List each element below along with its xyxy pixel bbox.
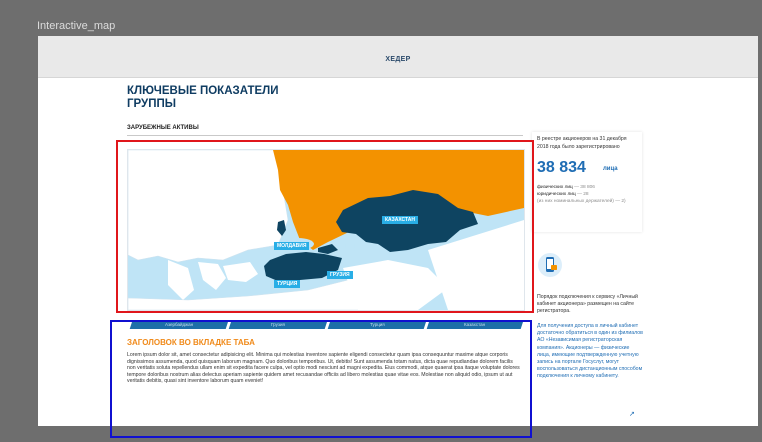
map-highlight-outline [116, 140, 534, 313]
interactive-map[interactable]: КАЗАХСТАН МОЛДАВИЯ ГРУЗИЯ ТУРЦИЯ [127, 149, 525, 311]
registry-text: В реестре акционеров на 31 декабря 2018 … [537, 136, 627, 150]
italy-land [198, 262, 226, 290]
tab-heading: ЗАГОЛОВОК ВО ВКЛАДКЕ ТАБА [127, 338, 255, 347]
individuals-value: — 38 806 [574, 185, 595, 190]
map-label-kazakhstan[interactable]: КАЗАХСТАН [382, 216, 418, 224]
turkey-region[interactable] [264, 252, 342, 282]
shareholders-unit: лица [603, 166, 618, 172]
map-label-turkey[interactable]: ТУРЦИЯ [274, 280, 301, 288]
georgia-region[interactable] [318, 244, 338, 254]
access-link-text[interactable]: Для получения доступа в личный кабинет д… [537, 323, 643, 380]
legal-label: юридических лиц [537, 192, 576, 197]
order-text: Порядок подключения к сервису «Личный ка… [537, 294, 638, 314]
tab-body-text: Lorem ipsum dolor sit, amet consectetur … [127, 352, 520, 384]
map-label-moldova[interactable]: МОЛДАВИЯ [274, 242, 310, 250]
section-divider [127, 135, 523, 136]
iberia-italy [168, 260, 194, 300]
site-header: ХЕДЕР [38, 36, 758, 78]
section-label: ЗАРУБЕЖНЫЕ АКТИВЫ [127, 125, 199, 131]
legal-value: — 28 [577, 192, 589, 197]
external-arrow-icon[interactable]: ↗ [629, 411, 635, 418]
tab-highlight-outline [110, 320, 532, 438]
shareholders-breakdown: физических лиц — 38 806 юридических лиц … [537, 184, 639, 205]
nominee-note: (из них номинальных держателей) — 2) [537, 199, 626, 204]
header-title: ХЕДЕР [385, 56, 411, 63]
map-label-georgia[interactable]: ГРУЗИЯ [327, 271, 353, 279]
individuals-label: физических лиц [537, 185, 573, 190]
caspian-sea [345, 236, 355, 256]
phone-icon [537, 252, 563, 278]
page-title: КЛЮЧЕВЫЕ ПОКАЗАТЕЛИ ГРУППЫ [127, 85, 279, 110]
shareholders-number: 38 834 [537, 159, 586, 176]
moldova-region[interactable] [277, 220, 286, 236]
shareholders-card: В реестре акционеров на 31 декабря 2018 … [532, 132, 642, 232]
asia-land [428, 220, 524, 310]
middle-east-land [343, 260, 448, 310]
map-svg [128, 150, 524, 310]
balkans-land [223, 262, 258, 282]
frame-label: Interactive_map [37, 20, 116, 32]
artboard: ХЕДЕР КЛЮЧЕВЫЕ ПОКАЗАТЕЛИ ГРУППЫ ЗАРУБЕЖ… [38, 36, 758, 426]
